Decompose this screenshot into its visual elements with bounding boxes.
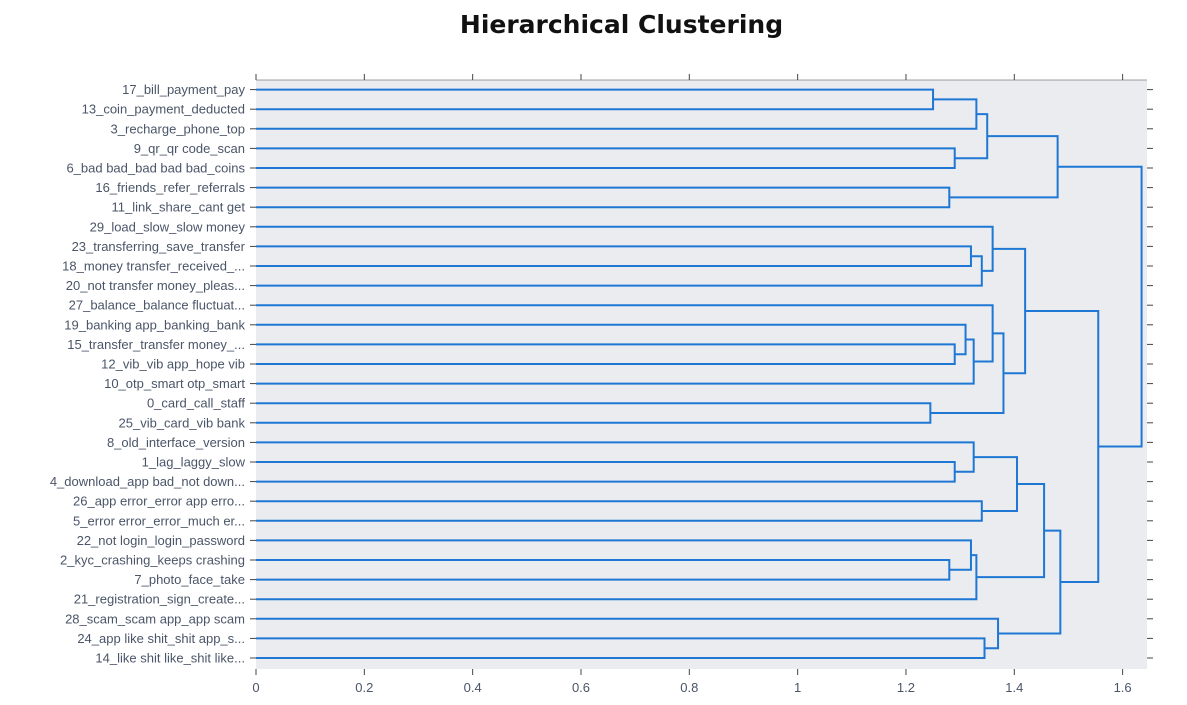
leaf-label: 11_link_share_cant get <box>112 200 246 215</box>
leaf-label: 25_vib_card_vib bank <box>119 415 246 430</box>
dendrogram-link <box>256 147 956 169</box>
leaf-label: 20_not transfer money_pleas... <box>66 278 245 293</box>
dendrogram-link <box>256 402 932 424</box>
leaf-label: 14_like shit like_shit like... <box>95 651 245 666</box>
leaf-label: 5_error error_error_much er... <box>73 513 245 528</box>
dendrogram-link <box>992 247 1027 375</box>
x-tick-label: 0 <box>252 680 259 695</box>
dendrogram-link <box>256 500 983 522</box>
x-tick-label: 1 <box>794 680 801 695</box>
leaf-label: 2_kyc_crashing_keeps crashing <box>60 553 245 568</box>
leaf-label: 21_registration_sign_create... <box>74 592 245 607</box>
x-tick-label: 0.4 <box>464 680 482 695</box>
leaf-label: 3_recharge_phone_top <box>111 121 245 136</box>
leaf-label: 10_otp_smart otp_smart <box>104 376 245 391</box>
x-tick-label: 1.6 <box>1114 680 1132 695</box>
leaf-label: 16_friends_refer_referrals <box>95 180 245 195</box>
x-tick-label: 0.8 <box>680 680 698 695</box>
leaf-label: 19_banking app_banking_bank <box>64 317 245 332</box>
plot-area <box>256 80 1147 669</box>
x-tick-label: 0.2 <box>355 680 373 695</box>
leaf-label: 12_vib_vib app_hope vib <box>101 357 245 372</box>
leaf-label: 26_app error_error app erro... <box>73 494 245 509</box>
x-axis-labels: 0 0.2 0.4 0.6 0.8 1 1.2 1.4 1.6 <box>252 680 1131 695</box>
leaf-label: 27_balance_balance fluctuat... <box>69 298 245 313</box>
leaf-label: 4_download_app bad_not down... <box>50 474 245 489</box>
chart-title: Hierarchical Clustering <box>459 10 784 39</box>
dendrogram-link <box>256 225 994 272</box>
leaf-label: 29_load_slow_slow money <box>90 219 246 234</box>
leaf-label: 18_money transfer_received_... <box>62 259 245 274</box>
dendrogram-link <box>256 343 956 365</box>
x-tick-label: 1.2 <box>897 680 915 695</box>
leaf-label: 0_card_call_staff <box>147 396 245 411</box>
leaf-label: 15_transfer_transfer money_... <box>67 337 245 352</box>
dendrogram-link <box>256 461 956 483</box>
leaf-label: 22_not login_login_password <box>77 533 245 548</box>
leaf-label: 24_app like shit_shit app_s... <box>77 631 245 646</box>
axis-ticks <box>250 74 1153 675</box>
leaf-label: 1_lag_laggy_slow <box>142 455 246 470</box>
leaf-label: 9_qr_qr code_scan <box>134 141 245 156</box>
dendrogram-links <box>256 88 1143 659</box>
dendrogram-link <box>1025 310 1100 584</box>
dendrogram-link <box>256 304 994 363</box>
leaf-label: 7_photo_face_take <box>134 572 245 587</box>
leaf-label: 28_scam_scam app_app scam <box>65 611 245 626</box>
leaf-label: 23_transferring_save_transfer <box>72 239 246 254</box>
leaf-label: 17_bill_payment_pay <box>122 82 245 97</box>
dendrogram-link <box>1057 165 1143 448</box>
leaf-label: 8_old_interface_version <box>107 435 245 450</box>
leaf-label: 13_coin_payment_deducted <box>82 102 245 117</box>
y-axis-labels: 17_bill_payment_pay 13_coin_payment_deduc… <box>50 82 246 665</box>
leaf-label: 6_bad bad_bad bad bad_coins <box>66 161 245 176</box>
x-tick-label: 1.4 <box>1005 680 1023 695</box>
dendrogram-link <box>256 323 967 356</box>
x-tick-label: 0.6 <box>572 680 590 695</box>
dendrogram-link <box>256 255 983 287</box>
